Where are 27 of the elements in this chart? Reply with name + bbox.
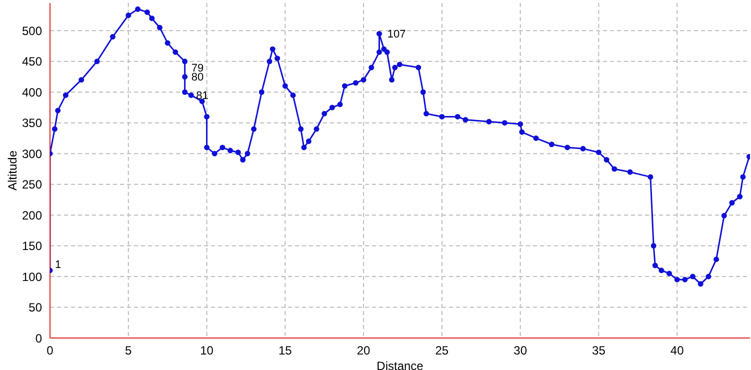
y-tick-label: 50 xyxy=(28,300,42,315)
y-tick-label: 400 xyxy=(22,85,42,100)
annotation: 1 xyxy=(55,259,62,272)
x-tick-label: 10 xyxy=(200,344,214,358)
x-tick-label: 35 xyxy=(592,344,606,358)
y-tick-label: 500 xyxy=(22,24,42,38)
y-tick-label: 100 xyxy=(22,270,42,284)
y-tick-label: 450 xyxy=(22,54,42,69)
annotation: 79 xyxy=(191,62,204,74)
y-tick-label: 350 xyxy=(22,116,42,130)
y-tick-label: 200 xyxy=(22,208,42,222)
x-tick-label: 30 xyxy=(514,344,528,358)
x-tick-label: 25 xyxy=(435,344,449,358)
x-tick-label: 0 xyxy=(46,344,54,358)
y-tick-label: 300 xyxy=(22,146,42,161)
annotation: 80 xyxy=(191,72,204,84)
y-tick-label: 0 xyxy=(35,331,42,346)
x-tick-label: 20 xyxy=(356,344,371,358)
x-axis-title: Distance xyxy=(376,359,424,370)
annotation: 81 xyxy=(196,90,208,102)
x-tick-label: 40 xyxy=(670,344,684,358)
x-tick-label: 15 xyxy=(278,344,292,358)
y-tick-label: 250 xyxy=(22,178,42,192)
x-tick-label: 5 xyxy=(125,344,132,358)
annotation: 107 xyxy=(387,28,406,41)
y-tick-label: 150 xyxy=(22,239,42,254)
y-axis-title: Altitude xyxy=(5,150,20,191)
